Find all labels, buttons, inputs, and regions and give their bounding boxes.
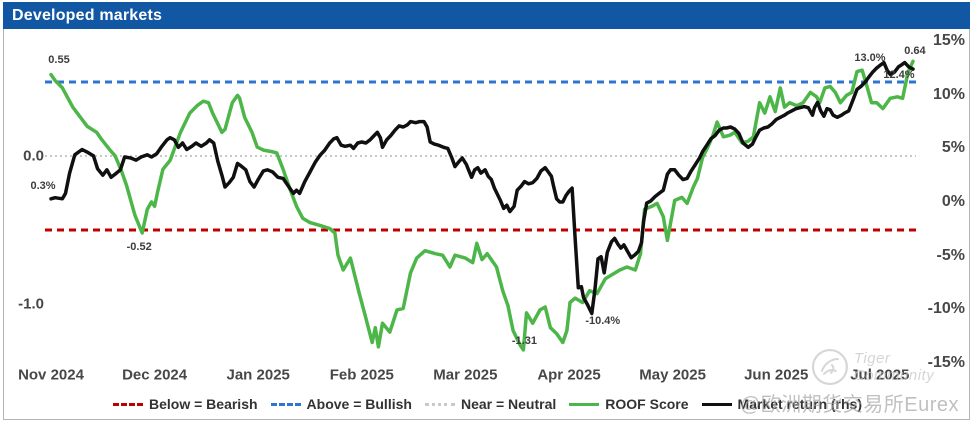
legend-item: Near = Neutral: [424, 396, 557, 412]
point-label: -10.4%: [585, 315, 621, 328]
point-label: 12.4%: [883, 69, 915, 82]
point-label: 0.64: [904, 45, 926, 58]
point-label: 13.0%: [854, 51, 886, 64]
x-axis-tick: Jun 2025: [744, 366, 809, 384]
x-axis-tick: Apr 2025: [537, 366, 601, 384]
roof-score-line: [49, 59, 915, 352]
legend-label: Below = Bearish: [148, 396, 258, 412]
legend-swatch-solid: [701, 402, 732, 406]
legend-item: Above = Bullish: [270, 396, 412, 412]
legend-item: Below = Bearish: [112, 396, 258, 412]
legend-label: Near = Neutral: [460, 396, 557, 412]
point-label: 0.55: [48, 53, 70, 66]
right-axis-tick: 15%: [932, 32, 965, 50]
x-axis-tick: Feb 2025: [329, 366, 394, 384]
right-axis-tick: -10%: [927, 300, 965, 318]
point-label: -0.52: [126, 240, 152, 253]
legend-label: ROOF Score: [605, 396, 689, 412]
legend-swatch-solid: [569, 402, 600, 406]
market-return-rhs-line: [49, 60, 915, 316]
right-axis-tick: 5%: [941, 139, 965, 157]
left-axis-tick: -1.0: [18, 295, 44, 313]
x-axis-tick: May 2025: [639, 366, 706, 384]
legend-swatch-dashed: [112, 402, 143, 406]
legend: Below = Bearish Above = Bullish Near = Neu…: [0, 394, 975, 414]
point-label: 0.3%: [30, 179, 56, 192]
chart-title: Developed markets: [12, 6, 163, 24]
right-axis-tick: 0%: [941, 193, 965, 210]
x-axis-tick: Mar 2025: [433, 366, 498, 384]
x-axis-tick: Jul 2025: [850, 366, 910, 384]
legend-label: Above = Bullish: [306, 396, 412, 412]
legend-swatch-dashed: [270, 402, 301, 406]
right-axis-tick: -5%: [936, 246, 965, 264]
left-axis-tick: 0.0: [23, 147, 44, 165]
legend-item: ROOF Score: [569, 396, 689, 412]
right-axis-tick: -15%: [927, 353, 965, 371]
x-axis-tick: Jan 2025: [226, 366, 290, 384]
point-label: -1.31: [511, 334, 537, 347]
legend-item: Market return (rhs): [701, 396, 862, 412]
legend-swatch-dotted: [424, 402, 455, 406]
x-axis-tick: Nov 2024: [18, 366, 84, 384]
x-axis-tick: Dec 2024: [122, 366, 188, 384]
right-axis-tick: 10%: [932, 85, 965, 103]
chart-title-bar: Developed markets: [3, 2, 970, 29]
legend-label: Market return (rhs): [737, 396, 862, 412]
